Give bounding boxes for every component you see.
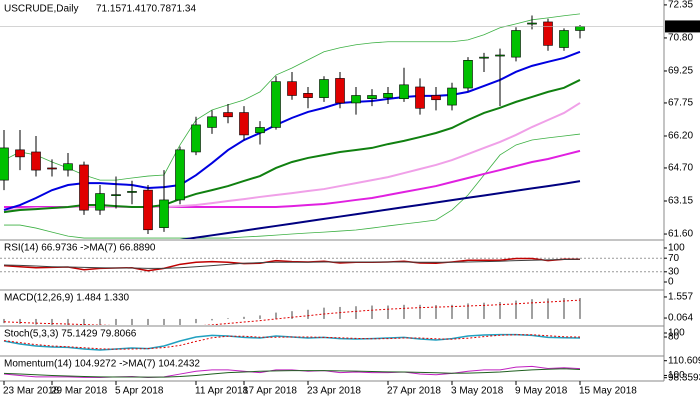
candle-body bbox=[511, 30, 521, 58]
y-tick-label: 70.80 bbox=[668, 33, 693, 44]
y-tick-label: 100 bbox=[668, 370, 685, 381]
candle-body bbox=[479, 56, 489, 59]
y-tick-label: 0 bbox=[668, 277, 674, 288]
candle-body bbox=[303, 93, 313, 98]
candle-body bbox=[271, 81, 281, 128]
candle-body bbox=[495, 54, 505, 57]
high-value: 71.41 bbox=[121, 4, 146, 15]
candle-body bbox=[543, 21, 553, 46]
indicator-line bbox=[3, 13, 581, 181]
candle-body bbox=[255, 127, 265, 134]
candle-body bbox=[47, 167, 57, 170]
candle-body bbox=[127, 191, 137, 193]
panel bbox=[3, 333, 581, 351]
x-tick-label: 3 May 2018 bbox=[451, 386, 504, 397]
panel-title: MACD(12,26,9) 1.484 1.330 bbox=[4, 293, 130, 304]
candle-body bbox=[463, 60, 473, 89]
open-value: 71.15 bbox=[96, 4, 121, 15]
candle-body bbox=[335, 78, 345, 104]
y-tick-label: 30 bbox=[668, 266, 680, 277]
candle-body bbox=[0, 147, 9, 181]
candle-body bbox=[431, 95, 441, 101]
x-tick-label: 23 Apr 2018 bbox=[307, 386, 361, 397]
candle-body bbox=[383, 93, 393, 98]
close-value: 71.34 bbox=[171, 4, 196, 15]
candle-body bbox=[207, 116, 217, 128]
x-tick-label: 11 Apr 2018 bbox=[195, 386, 249, 397]
candle-body bbox=[527, 22, 537, 25]
y-tick-label: 69.25 bbox=[668, 66, 693, 77]
candle-body bbox=[15, 149, 25, 158]
low-value: 70.78 bbox=[146, 4, 171, 15]
panel bbox=[3, 297, 581, 325]
indicator-line bbox=[3, 299, 581, 325]
candle-body bbox=[399, 84, 409, 99]
y-tick-label: 61.60 bbox=[668, 229, 693, 240]
plots bbox=[0, 13, 664, 379]
y-tick-label: 64.70 bbox=[668, 163, 693, 174]
candle-body bbox=[63, 163, 73, 171]
panel bbox=[0, 13, 664, 239]
candle-body bbox=[559, 30, 569, 48]
x-tick-label: 9 May 2018 bbox=[515, 386, 568, 397]
candle-body bbox=[415, 86, 425, 109]
x-tick-label: 15 May 2018 bbox=[579, 386, 637, 397]
y-tick-label: 0.064 bbox=[668, 313, 693, 324]
candle-body bbox=[351, 95, 361, 104]
x-tick-label: 27 Apr 2018 bbox=[387, 386, 441, 397]
candle-body bbox=[95, 193, 105, 211]
panel-title: RSI(14) 66.9736 ->MA(7) 66.8890 bbox=[4, 243, 156, 254]
candle-body bbox=[319, 79, 329, 98]
candle-body bbox=[79, 164, 89, 211]
panel-title: Stoch(5,3,3) 75.1429 79.8066 bbox=[4, 329, 137, 340]
candle-body bbox=[191, 124, 201, 153]
x-tick-label: 17 Apr 2018 bbox=[243, 386, 297, 397]
candle-body bbox=[143, 189, 153, 231]
panel-title: Momentum(14) 104.9272 ->MA(7) 104.2432 bbox=[4, 359, 200, 370]
y-tick-label: 70 bbox=[668, 253, 680, 264]
y-tick-label: 80 bbox=[668, 332, 680, 343]
y-tick-label: 63.15 bbox=[668, 196, 693, 207]
x-tick-label: 23 Mar 2018 bbox=[3, 386, 60, 397]
indicator-line bbox=[3, 257, 581, 272]
panel bbox=[3, 365, 581, 379]
x-tick-label: 5 Apr 2018 bbox=[115, 386, 164, 397]
y-tick-label: 100 bbox=[668, 328, 685, 339]
x-tick-label: 29 Mar 2018 bbox=[51, 386, 108, 397]
y-tick-label: 66.20 bbox=[668, 131, 693, 142]
y-tick-label: 67.75 bbox=[668, 98, 693, 109]
last-price-label: 71.34 bbox=[668, 21, 693, 32]
candle-body bbox=[223, 112, 233, 118]
candle-body bbox=[159, 199, 169, 228]
panel bbox=[0, 257, 664, 273]
candle-body bbox=[575, 26, 585, 31]
y-tick-label: 72.35 bbox=[668, 0, 693, 11]
indicator-line bbox=[3, 50, 581, 211]
candle-body bbox=[239, 112, 249, 136]
indicator-line bbox=[3, 368, 581, 378]
indicator-line bbox=[4, 133, 581, 239]
indicator-line bbox=[3, 258, 581, 269]
indicator-line bbox=[3, 334, 581, 350]
candle-body bbox=[367, 95, 377, 99]
candle-body bbox=[287, 81, 297, 96]
y-tick-label: 1.557 bbox=[668, 292, 693, 303]
candle-body bbox=[447, 87, 457, 106]
last-price-tag bbox=[665, 20, 700, 33]
chart-title: USCRUDE,Daily bbox=[4, 4, 78, 15]
indicator-line bbox=[3, 365, 581, 379]
indicator-line bbox=[179, 180, 581, 239]
candle-body bbox=[111, 194, 121, 196]
candle-body bbox=[31, 151, 41, 171]
y-tick-label: 100 bbox=[668, 243, 685, 254]
y-tick-label: 98.3593 bbox=[668, 372, 700, 383]
y-tick-label: 110.6096 bbox=[668, 355, 700, 366]
candle-body bbox=[175, 149, 185, 201]
